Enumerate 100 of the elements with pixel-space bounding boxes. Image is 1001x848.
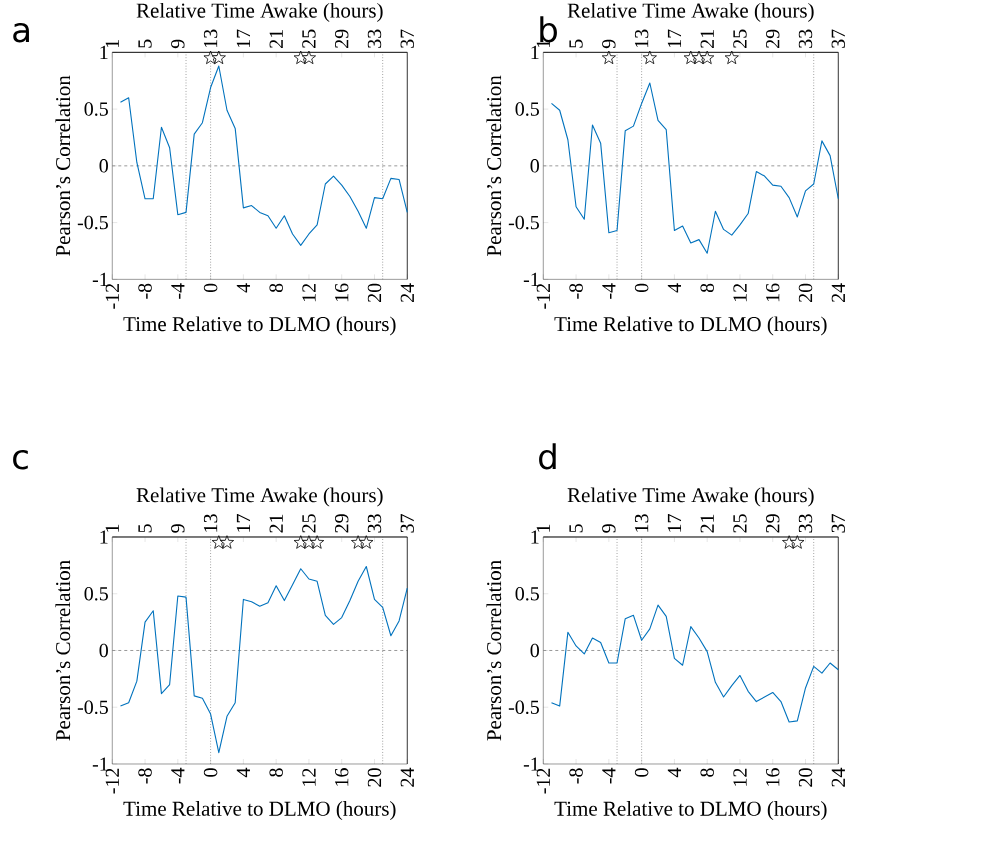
y-tick-label: 0.5 xyxy=(515,586,539,601)
x-tick-label: 0 xyxy=(634,283,649,293)
y-tick-label: 1 xyxy=(100,530,108,544)
x2-tick-label: 21 xyxy=(700,514,714,533)
y-tick-label: 0 xyxy=(530,159,539,173)
x2-tick-label: 13 xyxy=(634,29,649,48)
x2-tick-label: 5 xyxy=(138,524,152,533)
x2-tick-label: 9 xyxy=(602,524,616,533)
y-tick-label: -1 xyxy=(92,272,108,286)
x-tick-label: 0 xyxy=(203,768,218,777)
y-tick-label: 1 xyxy=(100,45,108,59)
x2-axis-title: Relative Time Awake (hours) xyxy=(567,487,814,507)
x2-tick-label: 9 xyxy=(171,39,185,49)
x2-tick-label: 5 xyxy=(569,39,583,48)
x2-tick-label: 13 xyxy=(634,514,649,532)
x2-tick-label: 33 xyxy=(798,29,813,48)
y-tick-label: -0.5 xyxy=(508,215,539,230)
x2-tick-label: 17 xyxy=(236,514,250,532)
x2-tick-label: 29 xyxy=(766,29,780,48)
x-tick-label: 12 xyxy=(733,768,747,786)
x2-tick-label: 29 xyxy=(335,514,349,533)
x2-tick-label: 21 xyxy=(269,30,283,48)
x-tick-label: 20 xyxy=(798,768,813,787)
x-tick-label: -8 xyxy=(138,283,152,299)
x2-tick-label: 1 xyxy=(105,524,119,532)
x-tick-label: -12 xyxy=(536,284,550,309)
x-tick-label: 24 xyxy=(400,767,414,787)
x2-tick-label: 21 xyxy=(269,514,283,533)
x2-tick-label: 1 xyxy=(536,524,550,532)
y-tick-label: -0.5 xyxy=(77,215,108,230)
x2-axis-title: Relative Time Awake (hours) xyxy=(136,2,383,22)
x2-tick-label: 21 xyxy=(700,30,714,48)
x2-tick-label: 25 xyxy=(302,29,316,48)
x2-tick-label: 9 xyxy=(602,39,616,49)
y-tick-label: 0 xyxy=(530,643,539,658)
x-tick-label: 4 xyxy=(667,283,681,293)
x-tick-label: -8 xyxy=(138,768,152,784)
x-tick-label: 4 xyxy=(236,767,250,778)
y-axis-title: Pearson’s Correlation xyxy=(55,75,71,256)
x-tick-label: 12 xyxy=(733,284,747,302)
x-tick-label: -4 xyxy=(602,767,616,784)
y-tick-label: 0.5 xyxy=(84,102,108,116)
x2-tick-label: 25 xyxy=(733,29,747,48)
y-tick-label: 1 xyxy=(531,45,539,59)
x2-tick-label: 33 xyxy=(367,29,382,48)
x-tick-label: 16 xyxy=(766,283,780,302)
x2-tick-label: 37 xyxy=(400,29,414,48)
x2-tick-label: 37 xyxy=(831,29,846,48)
x-tick-label: -4 xyxy=(171,283,185,299)
x2-tick-label: 13 xyxy=(203,514,218,532)
x-tick-label: 20 xyxy=(367,768,382,787)
x2-tick-label: 17 xyxy=(667,29,682,48)
x-axis-title: Time Relative to DLMO (hours) xyxy=(123,801,396,821)
chart-title: d xyxy=(539,443,556,470)
x-tick-label: 24 xyxy=(400,283,414,303)
line-series xyxy=(550,82,839,254)
x-tick-label: 12 xyxy=(302,768,316,786)
y-tick-label: -1 xyxy=(523,757,539,771)
chart-title: a xyxy=(13,22,29,43)
x2-tick-label: 5 xyxy=(569,524,583,533)
y-axis-title: Pearson’s Correlation xyxy=(486,560,502,741)
y-tick-label: -1 xyxy=(523,272,539,286)
x-axis-title: Time Relative to DLMO (hours) xyxy=(123,316,396,336)
x2-tick-label: 1 xyxy=(105,40,119,48)
line-series xyxy=(119,565,408,754)
x-tick-label: -8 xyxy=(569,768,583,784)
x2-tick-label: 33 xyxy=(367,514,382,533)
x-tick-label: -8 xyxy=(569,283,583,299)
x2-axis-title: Relative Time Awake (hours) xyxy=(136,487,383,507)
y-tick-label: -0.5 xyxy=(508,700,539,715)
x-tick-label: 0 xyxy=(634,768,649,777)
x-tick-label: -12 xyxy=(536,768,550,794)
y-axis-title: Pearson’s Correlation xyxy=(486,75,502,256)
x-tick-label: 20 xyxy=(367,283,382,303)
x-tick-label: 8 xyxy=(700,768,714,777)
y-tick-label: -0.5 xyxy=(77,700,108,715)
chart-title: b xyxy=(540,16,557,43)
x-tick-label: 4 xyxy=(667,767,681,778)
x2-tick-label: 37 xyxy=(831,514,846,533)
chart-title: c xyxy=(13,449,28,470)
x-tick-label: 16 xyxy=(335,768,349,786)
x2-tick-label: 29 xyxy=(335,29,349,48)
y-tick-label: -1 xyxy=(92,757,108,771)
x2-tick-label: 5 xyxy=(138,39,152,48)
x-tick-label: 16 xyxy=(766,768,780,786)
x2-tick-label: 9 xyxy=(171,524,185,533)
x2-tick-label: 17 xyxy=(667,514,682,532)
x-tick-label: -12 xyxy=(105,768,119,794)
x-tick-label: -4 xyxy=(602,283,616,299)
x-tick-label: 20 xyxy=(798,283,813,303)
x2-tick-label: 25 xyxy=(733,514,747,533)
x-axis-title: Time Relative to DLMO (hours) xyxy=(554,801,827,821)
x2-tick-label: 37 xyxy=(400,514,414,533)
x2-tick-label: 17 xyxy=(236,29,250,48)
y-tick-label: 0 xyxy=(99,643,108,658)
x-tick-label: 8 xyxy=(700,283,714,293)
x2-tick-label: 13 xyxy=(203,29,218,48)
x-tick-label: 16 xyxy=(335,283,349,302)
y-tick-label: 0.5 xyxy=(515,102,539,116)
y-axis-title: Pearson’s Correlation xyxy=(55,560,71,741)
